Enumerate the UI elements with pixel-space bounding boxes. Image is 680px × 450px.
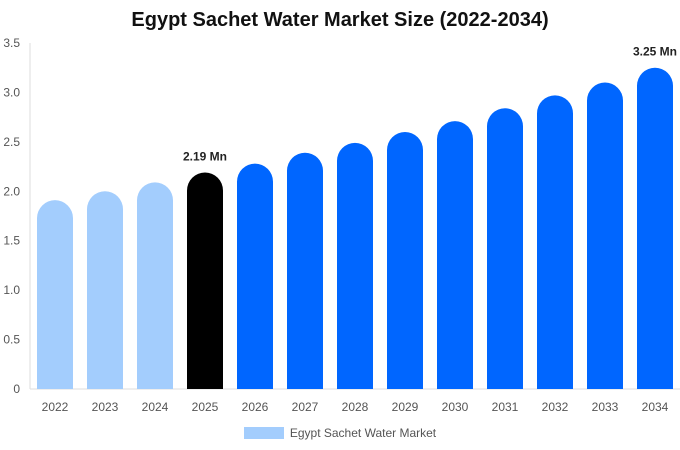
bar-2032[interactable] [537, 95, 573, 389]
x-tick-label: 2031 [492, 400, 519, 414]
bar-2028[interactable] [337, 142, 373, 389]
legend-label[interactable]: Egypt Sachet Water Market [289, 426, 437, 440]
bar-2030[interactable] [437, 121, 473, 389]
x-tick-label: 2033 [592, 400, 619, 414]
y-tick-label: 1.0 [3, 283, 20, 297]
bar-2025[interactable] [187, 172, 223, 389]
data-label: 2.19 Mn [183, 150, 227, 164]
x-tick-label: 2022 [42, 400, 69, 414]
bar-2023[interactable] [87, 191, 123, 389]
y-tick-label: 1.5 [3, 234, 20, 248]
data-label: 3.25 Mn [633, 45, 677, 59]
y-tick-label: 2.0 [3, 184, 20, 198]
legend-swatch [243, 427, 284, 439]
x-tick-label: 2032 [542, 400, 569, 414]
bar-2034[interactable] [637, 67, 673, 389]
x-tick-label: 2027 [292, 400, 319, 414]
chart-title: Egypt Sachet Water Market Size (2022-203… [131, 9, 549, 31]
bar-2022[interactable] [37, 200, 73, 389]
bar-2033[interactable] [587, 82, 623, 390]
x-tick-label: 2026 [242, 400, 269, 414]
x-tick-label: 2030 [442, 400, 469, 414]
x-tick-label: 2025 [192, 400, 219, 414]
bar-2029[interactable] [387, 131, 423, 389]
y-tick-label: 0 [13, 382, 20, 396]
bar-2024[interactable] [137, 182, 173, 389]
x-tick-label: 2034 [642, 400, 669, 414]
x-tick-label: 2029 [392, 400, 419, 414]
x-tick-label: 2024 [142, 400, 169, 414]
x-tick-label: 2023 [92, 400, 119, 414]
y-tick-label: 3.0 [3, 85, 20, 99]
x-tick-label: 2028 [342, 400, 369, 414]
bar-2027[interactable] [287, 152, 323, 389]
y-tick-label: 2.5 [3, 135, 20, 149]
legend: Egypt Sachet Water Market [0, 426, 680, 440]
bar-2031[interactable] [487, 108, 523, 389]
y-tick-label: 3.5 [3, 36, 20, 50]
bar-2026[interactable] [237, 163, 273, 389]
y-tick-label: 0.5 [3, 333, 20, 347]
